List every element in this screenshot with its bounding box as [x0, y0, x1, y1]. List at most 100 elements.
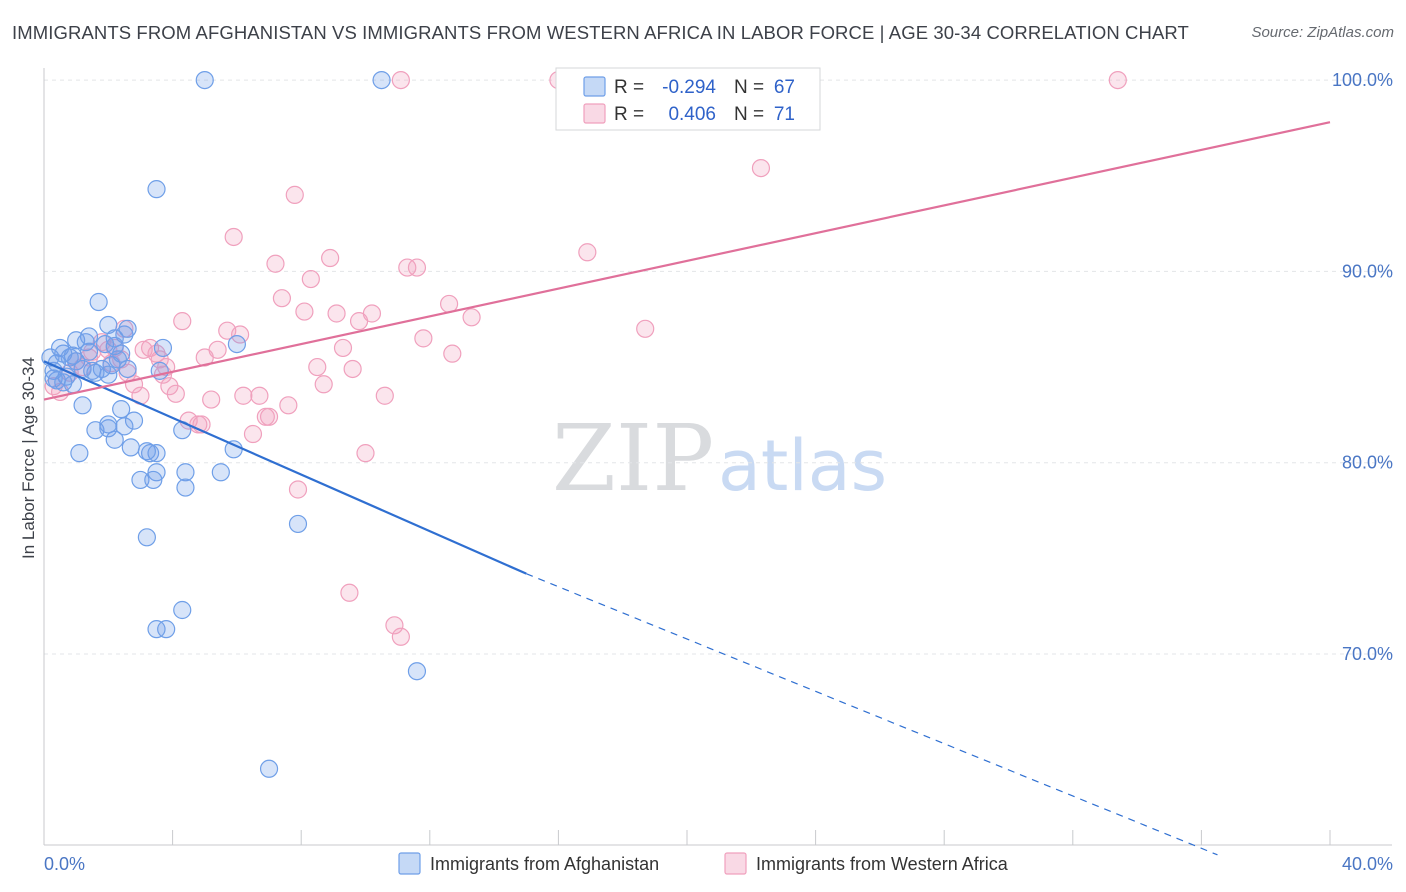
point-afghanistan-66	[112, 344, 131, 363]
series-western-africa-points	[44, 70, 1127, 646]
axes	[43, 68, 1392, 846]
point-western-africa-61	[578, 243, 597, 262]
point-western-africa-19	[166, 384, 185, 403]
point-western-africa-33	[259, 407, 279, 426]
point-afghanistan-46	[227, 334, 246, 354]
point-afghanistan-51	[147, 620, 166, 639]
point-afghanistan-52	[288, 514, 308, 534]
legend-top-swatch-western-africa	[583, 103, 606, 124]
point-western-africa-38	[288, 480, 308, 499]
point-western-africa-27	[224, 227, 243, 247]
point-afghanistan-29	[63, 346, 83, 365]
gridlines	[44, 79, 1392, 845]
point-western-africa-55	[407, 258, 427, 277]
point-afghanistan-34	[121, 438, 140, 457]
point-western-africa-44	[327, 304, 346, 323]
y-tick-label-0: 70.0%	[1342, 644, 1393, 664]
point-western-africa-51	[375, 386, 394, 405]
point-afghanistan-61	[137, 442, 156, 461]
point-western-africa-34	[266, 254, 285, 273]
point-western-africa-50	[362, 304, 382, 323]
point-afghanistan-24	[112, 400, 131, 419]
y-tick-label-1: 80.0%	[1342, 453, 1393, 473]
legend-top-r-label-western-africa: R =	[614, 104, 644, 125]
series-afghanistan-points	[41, 70, 427, 778]
legend-bottom-label-afghanistan: Immigrants from Afghanistan	[430, 854, 659, 874]
point-afghanistan-38	[153, 338, 173, 358]
point-afghanistan-12	[73, 396, 92, 415]
legend-top: R = -0.294 N = 67 R = 0.406 N = 71	[555, 67, 821, 131]
legend-top-r-value-afghanistan: -0.294	[662, 77, 716, 98]
point-western-africa-59	[462, 308, 481, 327]
trend-line-afghanistan	[43, 360, 527, 575]
trend-lines	[43, 121, 1331, 856]
point-afghanistan-14	[79, 342, 99, 361]
point-western-africa-70	[134, 340, 153, 359]
point-western-africa-29	[234, 386, 253, 405]
point-afghanistan-64	[44, 369, 63, 388]
source-credit: Source: ZipAtlas.com	[1251, 24, 1394, 41]
point-western-africa-20	[173, 312, 192, 331]
point-western-africa-43	[321, 248, 340, 268]
point-afghanistan-62	[118, 319, 137, 338]
point-afghanistan-54	[259, 759, 279, 778]
point-afghanistan-42	[176, 463, 195, 482]
point-western-africa-36	[279, 396, 298, 415]
point-afghanistan-53	[407, 662, 427, 681]
point-afghanistan-26	[105, 329, 124, 348]
trend-line-extension-afghanistan	[526, 573, 1218, 856]
point-western-africa-39	[295, 302, 314, 321]
legend-top-box	[555, 67, 821, 131]
legend-top-r-value-western-africa: 0.406	[668, 104, 716, 125]
point-afghanistan-30	[54, 373, 73, 392]
point-afghanistan-60	[115, 417, 134, 436]
point-western-africa-30	[243, 424, 263, 444]
tick-labels: 70.0% 80.0% 90.0% 100.0% 0.0% 40.0%	[44, 70, 1393, 874]
point-western-africa-62	[636, 319, 655, 338]
watermark: ZIP atlas	[552, 405, 887, 512]
legend-top-n-value-western-africa: 71	[774, 104, 795, 125]
point-western-africa-56	[414, 329, 433, 348]
point-afghanistan-44	[211, 463, 230, 482]
y-tick-label-2: 90.0%	[1342, 261, 1393, 281]
legend-top-r-label-afghanistan: R =	[614, 77, 644, 98]
point-afghanistan-11	[70, 444, 89, 463]
point-afghanistan-59	[99, 419, 118, 438]
watermark-zip: ZIP	[552, 405, 714, 512]
point-afghanistan-49	[173, 600, 192, 620]
point-western-africa-49	[356, 444, 375, 463]
point-western-africa-37	[285, 185, 304, 204]
legend-bottom-swatch-western-africa	[724, 852, 747, 875]
point-western-africa-54	[398, 258, 417, 277]
point-western-africa-47	[343, 359, 362, 379]
point-afghanistan-36	[140, 444, 160, 463]
point-western-africa-25	[208, 340, 227, 359]
point-afghanistan-41	[144, 470, 163, 490]
x-tick-label-0: 0.0%	[44, 854, 85, 874]
point-western-africa-24	[202, 390, 221, 409]
point-afghanistan-17	[89, 292, 108, 312]
legend-bottom-label-western-africa: Immigrants from Western Africa	[756, 854, 1009, 874]
x-tick-label-1: 40.0%	[1342, 854, 1393, 874]
point-afghanistan-32	[105, 430, 124, 449]
point-afghanistan-23	[108, 350, 128, 369]
point-western-africa-28	[231, 325, 250, 344]
watermark-atlas: atlas	[718, 425, 887, 507]
point-afghanistan-57	[372, 70, 391, 90]
point-western-africa-52	[385, 616, 404, 635]
point-afghanistan-55	[147, 180, 166, 199]
point-afghanistan-43	[176, 478, 195, 497]
point-western-africa-35	[272, 289, 292, 308]
point-afghanistan-33	[99, 415, 118, 434]
legend-top-n-value-afghanistan: 67	[774, 77, 795, 98]
trend-line-western-africa	[43, 121, 1331, 401]
point-western-africa-65	[391, 70, 410, 90]
point-western-africa-46	[340, 583, 359, 602]
legend-top-n-label-afghanistan: N =	[734, 77, 764, 98]
point-western-africa-31	[250, 386, 269, 405]
point-western-africa-41	[308, 357, 327, 377]
chart-title: IMMIGRANTS FROM AFGHANISTAN VS IMMIGRANT…	[12, 22, 1189, 43]
point-afghanistan-31	[118, 359, 137, 379]
legend-top-n-label-western-africa: N =	[734, 104, 764, 125]
point-afghanistan-47	[137, 528, 156, 547]
